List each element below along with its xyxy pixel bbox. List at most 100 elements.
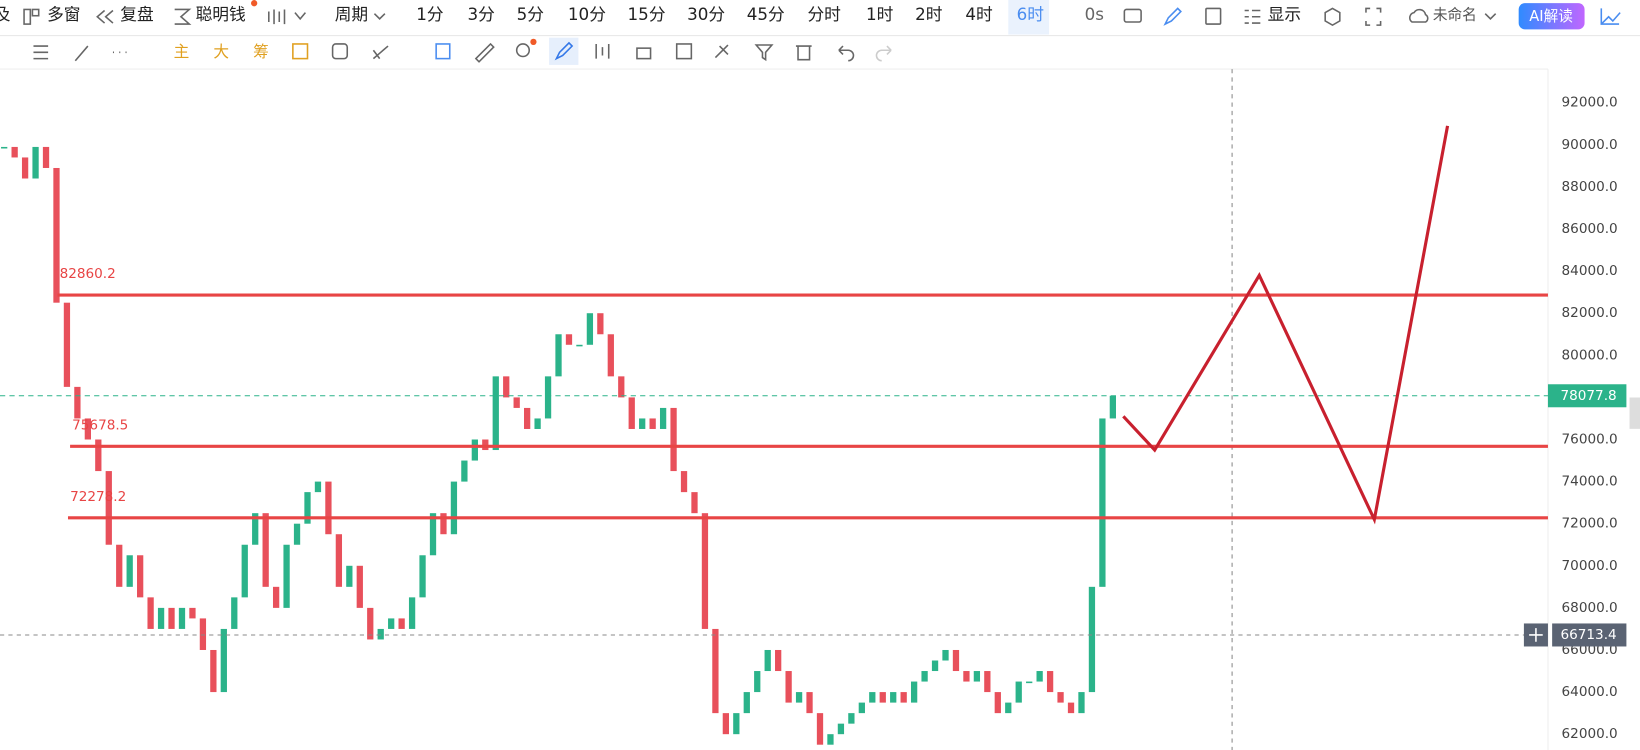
period-button[interactable]: 1分: [416, 4, 444, 24]
candle: [1078, 692, 1085, 714]
tool-icon[interactable]: [33, 45, 49, 60]
candle: [157, 607, 165, 629]
chevron[interactable]: [373, 13, 386, 20]
candle: [754, 671, 761, 693]
filter-icon[interactable]: [754, 44, 774, 62]
period-button[interactable]: 10分: [568, 4, 606, 24]
multiwindow-icon[interactable]: [23, 8, 32, 25]
y-tick-label: 90000.0: [1562, 137, 1618, 153]
candle: [1, 146, 8, 149]
candle: [1088, 586, 1096, 693]
candle: [576, 344, 583, 347]
tool-icon[interactable]: [372, 45, 389, 60]
pen-icon[interactable]: [554, 41, 574, 61]
toolbar-item[interactable]: 周期: [335, 4, 368, 24]
candle: [450, 481, 458, 535]
trash-icon[interactable]: [795, 45, 812, 61]
scroll-handle[interactable]: [1629, 397, 1640, 429]
period-button[interactable]: 2时: [915, 4, 943, 24]
candle: [137, 555, 144, 598]
candle: [649, 418, 656, 429]
cloud-icon[interactable]: [1409, 8, 1429, 23]
toolbar-item[interactable]: 复盘: [120, 4, 153, 24]
chevron[interactable]: [1484, 13, 1497, 20]
candle: [544, 376, 552, 419]
y-tick-label: 82000.0: [1562, 305, 1618, 321]
period-button[interactable]: 1时: [866, 4, 894, 24]
display-icon[interactable]: [1244, 9, 1261, 24]
tool-icon[interactable]: [292, 43, 309, 60]
candle: [743, 692, 750, 714]
candle: [586, 313, 594, 345]
y-tick-label: 92000.0: [1562, 95, 1618, 111]
pencil-icon[interactable]: [1163, 7, 1182, 26]
period-button[interactable]: 3分: [468, 4, 496, 24]
period-button[interactable]: 6时: [1017, 4, 1045, 24]
toolbar-item[interactable]: 及: [0, 4, 11, 24]
candle: [189, 607, 196, 619]
y-tick-label: 62000.0: [1562, 726, 1618, 742]
undo-icon[interactable]: [838, 45, 855, 62]
candle: [388, 618, 395, 629]
candle: [220, 628, 227, 693]
candle: [377, 628, 384, 640]
tool-icon[interactable]: [595, 43, 610, 59]
toolbar-icons: [23, 7, 1621, 27]
redo-icon[interactable]: [875, 45, 892, 62]
display-button[interactable]: 显示: [1268, 4, 1301, 24]
period-button[interactable]: 30分: [687, 4, 725, 24]
period-button[interactable]: 15分: [628, 4, 666, 24]
period-button[interactable]: 45分: [747, 4, 785, 24]
settings-icon[interactable]: [1324, 7, 1341, 27]
layout-name[interactable]: 未命名: [1433, 6, 1477, 24]
replay-icon[interactable]: [96, 9, 114, 24]
y-tick-label: 84000.0: [1562, 263, 1618, 279]
zoom-icon[interactable]: [515, 43, 531, 58]
candle: [806, 692, 813, 714]
period-button[interactable]: 4时: [965, 4, 993, 24]
ai-button[interactable]: [1518, 3, 1585, 30]
candle: [659, 407, 667, 429]
candle: [408, 597, 416, 629]
tool-icon[interactable]: [331, 43, 349, 60]
toolbar-item[interactable]: 多窗: [47, 4, 80, 24]
candle: [524, 407, 531, 429]
fullscreen-icon[interactable]: [1365, 7, 1382, 26]
candle: [126, 555, 133, 587]
trend-icon[interactable]: [1600, 8, 1621, 25]
period-button[interactable]: 5分: [517, 4, 545, 24]
lock-icon[interactable]: [636, 47, 652, 60]
indicator-button[interactable]: 筹: [253, 42, 269, 61]
magnet-icon[interactable]: [714, 44, 729, 59]
level-label: 75678.5: [72, 417, 128, 433]
tool-icon[interactable]: [435, 43, 451, 60]
candle: [639, 418, 646, 429]
toolbar-item[interactable]: 聪明钱: [196, 4, 246, 24]
period-button[interactable]: 分时: [807, 4, 841, 24]
ruler-icon[interactable]: [474, 42, 495, 63]
candle: [21, 157, 29, 179]
timer: 0s: [1085, 4, 1104, 24]
note-icon[interactable]: [1205, 7, 1222, 25]
candle: [272, 586, 280, 608]
candle: [398, 618, 405, 629]
candle: [910, 681, 918, 703]
indicator-button[interactable]: 主: [174, 42, 190, 61]
multiwindow-icon[interactable]: [31, 8, 40, 17]
smart-money-icon[interactable]: [174, 8, 192, 25]
ai-button-label[interactable]: AI解读: [1529, 8, 1573, 25]
y-tick-label: 88000.0: [1562, 179, 1618, 195]
y-tick-label: 70000.0: [1562, 558, 1618, 574]
active-period-bg: [1008, 0, 1050, 35]
candle: [492, 376, 499, 451]
chart-type-icon[interactable]: [268, 9, 307, 25]
tool-icon[interactable]: [675, 43, 693, 60]
candle: [199, 618, 207, 650]
indicator-button[interactable]: 大: [213, 42, 229, 61]
candle: [461, 460, 468, 482]
candle: [304, 492, 311, 524]
brush-icon[interactable]: [74, 45, 89, 62]
candle: [231, 597, 238, 629]
camera-icon[interactable]: [1123, 8, 1142, 23]
